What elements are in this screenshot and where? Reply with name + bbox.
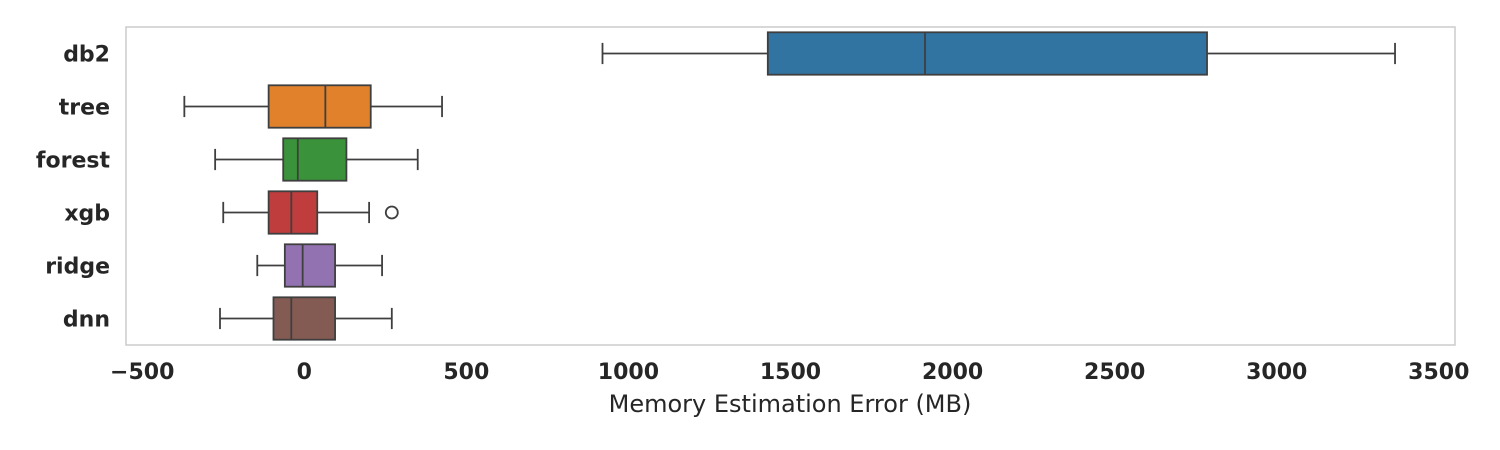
y-tick-labels: db2 tree forest xgb ridge dnn <box>36 43 111 333</box>
iqr-box <box>282 137 348 182</box>
iqr-box <box>766 31 1208 76</box>
box-group-forest <box>214 137 419 182</box>
x-axis-label: Memory Estimation Error (MB) <box>609 390 972 418</box>
box-group-db2 <box>601 31 1396 76</box>
y-tick-label: xgb <box>64 202 110 227</box>
iqr-box <box>272 296 336 341</box>
x-tick-label: −500 <box>110 360 174 385</box>
box-group-tree <box>183 84 443 129</box>
box-group-xgb <box>222 190 399 235</box>
box-group-dnn <box>219 296 393 341</box>
x-tick-label: 3500 <box>1408 360 1469 385</box>
x-tick-labels: −500 0 500 1000 1500 2000 2500 3000 3500 <box>110 360 1469 385</box>
x-tick-label: 2000 <box>922 360 983 385</box>
box-series-group <box>183 31 1396 341</box>
y-tick-label: ridge <box>45 255 110 280</box>
iqr-box <box>267 190 319 235</box>
x-tick-label: 3000 <box>1246 360 1307 385</box>
x-tick-label: 1000 <box>598 360 659 385</box>
box-group-ridge <box>256 243 383 288</box>
y-tick-label: db2 <box>63 43 110 68</box>
x-tick-label: 1500 <box>760 360 821 385</box>
plot-frame <box>125 26 1456 346</box>
outlier-point <box>384 205 399 220</box>
y-tick-label: dnn <box>63 308 110 333</box>
x-tick-label: 2500 <box>1084 360 1145 385</box>
x-tick-label: 0 <box>297 360 312 385</box>
iqr-box <box>283 243 336 288</box>
x-tick-label: 500 <box>443 360 489 385</box>
y-tick-label: tree <box>59 96 110 121</box>
y-tick-label: forest <box>36 149 111 174</box>
iqr-box <box>267 84 372 129</box>
